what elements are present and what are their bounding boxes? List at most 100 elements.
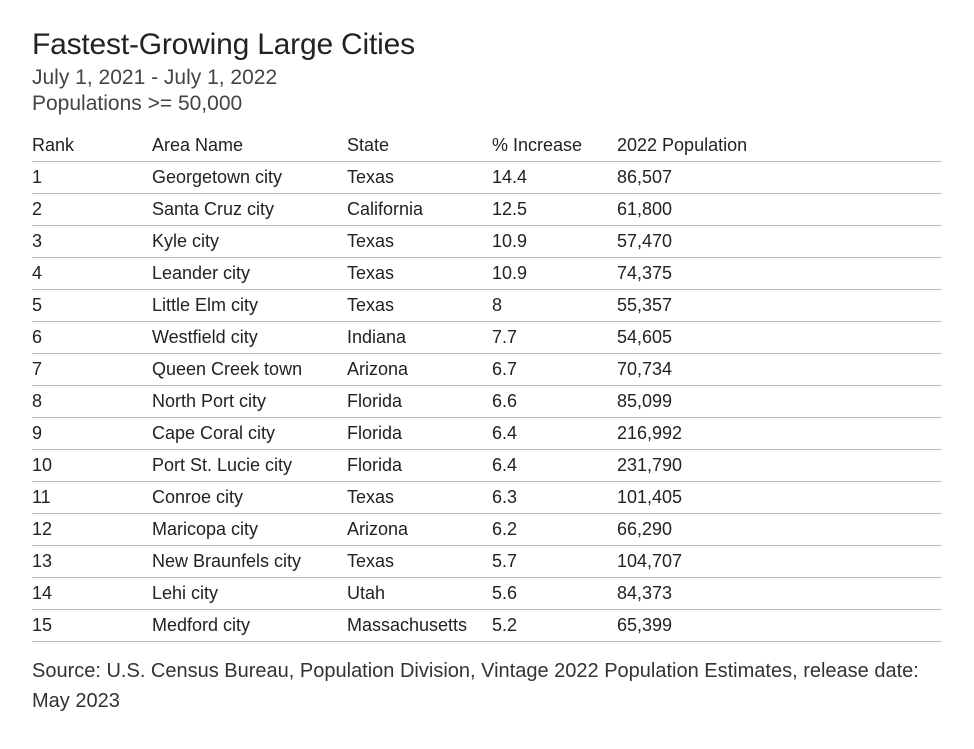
cell-increase: 5.6 (492, 578, 617, 610)
cell-state: Florida (347, 418, 492, 450)
date-range: July 1, 2021 - July 1, 2022 (32, 66, 942, 90)
cell-population: 85,099 (617, 386, 942, 418)
cell-area-name: Kyle city (152, 226, 347, 258)
cell-area-name: Maricopa city (152, 514, 347, 546)
cell-rank: 2 (32, 194, 152, 226)
cell-increase: 10.9 (492, 226, 617, 258)
cell-rank: 8 (32, 386, 152, 418)
cell-area-name: New Braunfels city (152, 546, 347, 578)
table-row: 8North Port cityFlorida6.685,099 (32, 386, 942, 418)
cell-state: Texas (347, 258, 492, 290)
table-row: 15Medford cityMassachusetts5.265,399 (32, 610, 942, 642)
table-row: 10Port St. Lucie cityFlorida6.4231,790 (32, 450, 942, 482)
cell-state: Texas (347, 546, 492, 578)
page-title: Fastest-Growing Large Cities (32, 28, 942, 62)
cell-rank: 10 (32, 450, 152, 482)
cell-state: Florida (347, 450, 492, 482)
table-row: 2Santa Cruz cityCalifornia12.561,800 (32, 194, 942, 226)
page-container: Fastest-Growing Large Cities July 1, 202… (0, 0, 974, 716)
cell-increase: 6.4 (492, 450, 617, 482)
cell-population: 70,734 (617, 354, 942, 386)
col-header-rank: Rank (32, 130, 152, 162)
col-header-population: 2022 Population (617, 130, 942, 162)
cell-area-name: Conroe city (152, 482, 347, 514)
table-row: 1Georgetown cityTexas14.486,507 (32, 162, 942, 194)
cell-rank: 1 (32, 162, 152, 194)
table-row: 4Leander cityTexas10.974,375 (32, 258, 942, 290)
cell-state: Utah (347, 578, 492, 610)
cell-state: Arizona (347, 514, 492, 546)
cities-table: Rank Area Name State % Increase 2022 Pop… (32, 130, 942, 642)
table-row: 14Lehi cityUtah5.684,373 (32, 578, 942, 610)
cell-area-name: Leander city (152, 258, 347, 290)
cell-state: Texas (347, 162, 492, 194)
cell-state: Indiana (347, 322, 492, 354)
cell-increase: 7.7 (492, 322, 617, 354)
cell-area-name: Queen Creek town (152, 354, 347, 386)
table-row: 3Kyle cityTexas10.957,470 (32, 226, 942, 258)
cell-increase: 5.7 (492, 546, 617, 578)
cell-area-name: Port St. Lucie city (152, 450, 347, 482)
cell-area-name: Cape Coral city (152, 418, 347, 450)
cell-rank: 6 (32, 322, 152, 354)
cell-population: 86,507 (617, 162, 942, 194)
cell-rank: 15 (32, 610, 152, 642)
cell-increase: 14.4 (492, 162, 617, 194)
cell-rank: 7 (32, 354, 152, 386)
cell-population: 101,405 (617, 482, 942, 514)
cell-rank: 11 (32, 482, 152, 514)
table-row: 11Conroe cityTexas6.3101,405 (32, 482, 942, 514)
cell-rank: 12 (32, 514, 152, 546)
cell-population: 231,790 (617, 450, 942, 482)
cell-state: Texas (347, 226, 492, 258)
cell-rank: 3 (32, 226, 152, 258)
cell-rank: 4 (32, 258, 152, 290)
cell-population: 216,992 (617, 418, 942, 450)
cell-increase: 6.4 (492, 418, 617, 450)
source-note: Source: U.S. Census Bureau, Population D… (32, 656, 942, 716)
cell-area-name: Santa Cruz city (152, 194, 347, 226)
cell-increase: 12.5 (492, 194, 617, 226)
table-row: 7Queen Creek townArizona6.770,734 (32, 354, 942, 386)
table-row: 12Maricopa cityArizona6.266,290 (32, 514, 942, 546)
table-row: 5Little Elm cityTexas855,357 (32, 290, 942, 322)
cell-state: California (347, 194, 492, 226)
cell-area-name: Lehi city (152, 578, 347, 610)
cell-population: 65,399 (617, 610, 942, 642)
table-body: 1Georgetown cityTexas14.486,5072Santa Cr… (32, 162, 942, 642)
cell-rank: 5 (32, 290, 152, 322)
cell-rank: 14 (32, 578, 152, 610)
cell-area-name: Georgetown city (152, 162, 347, 194)
cell-area-name: Little Elm city (152, 290, 347, 322)
cell-increase: 5.2 (492, 610, 617, 642)
col-header-area-name: Area Name (152, 130, 347, 162)
cell-population: 104,707 (617, 546, 942, 578)
cell-population: 55,357 (617, 290, 942, 322)
cell-population: 84,373 (617, 578, 942, 610)
table-row: 9Cape Coral cityFlorida6.4216,992 (32, 418, 942, 450)
cell-increase: 8 (492, 290, 617, 322)
cell-population: 57,470 (617, 226, 942, 258)
cell-population: 66,290 (617, 514, 942, 546)
table-header-row: Rank Area Name State % Increase 2022 Pop… (32, 130, 942, 162)
cell-state: Texas (347, 482, 492, 514)
population-criteria: Populations >= 50,000 (32, 92, 942, 116)
table-row: 13New Braunfels cityTexas5.7104,707 (32, 546, 942, 578)
cell-state: Arizona (347, 354, 492, 386)
col-header-increase: % Increase (492, 130, 617, 162)
cell-rank: 9 (32, 418, 152, 450)
cell-increase: 6.6 (492, 386, 617, 418)
cell-population: 74,375 (617, 258, 942, 290)
cell-increase: 6.2 (492, 514, 617, 546)
cell-area-name: North Port city (152, 386, 347, 418)
cell-increase: 10.9 (492, 258, 617, 290)
cell-rank: 13 (32, 546, 152, 578)
cell-area-name: Medford city (152, 610, 347, 642)
table-row: 6Westfield cityIndiana7.754,605 (32, 322, 942, 354)
cell-state: Texas (347, 290, 492, 322)
cell-state: Florida (347, 386, 492, 418)
cell-population: 61,800 (617, 194, 942, 226)
cell-state: Massachusetts (347, 610, 492, 642)
cell-population: 54,605 (617, 322, 942, 354)
cell-area-name: Westfield city (152, 322, 347, 354)
